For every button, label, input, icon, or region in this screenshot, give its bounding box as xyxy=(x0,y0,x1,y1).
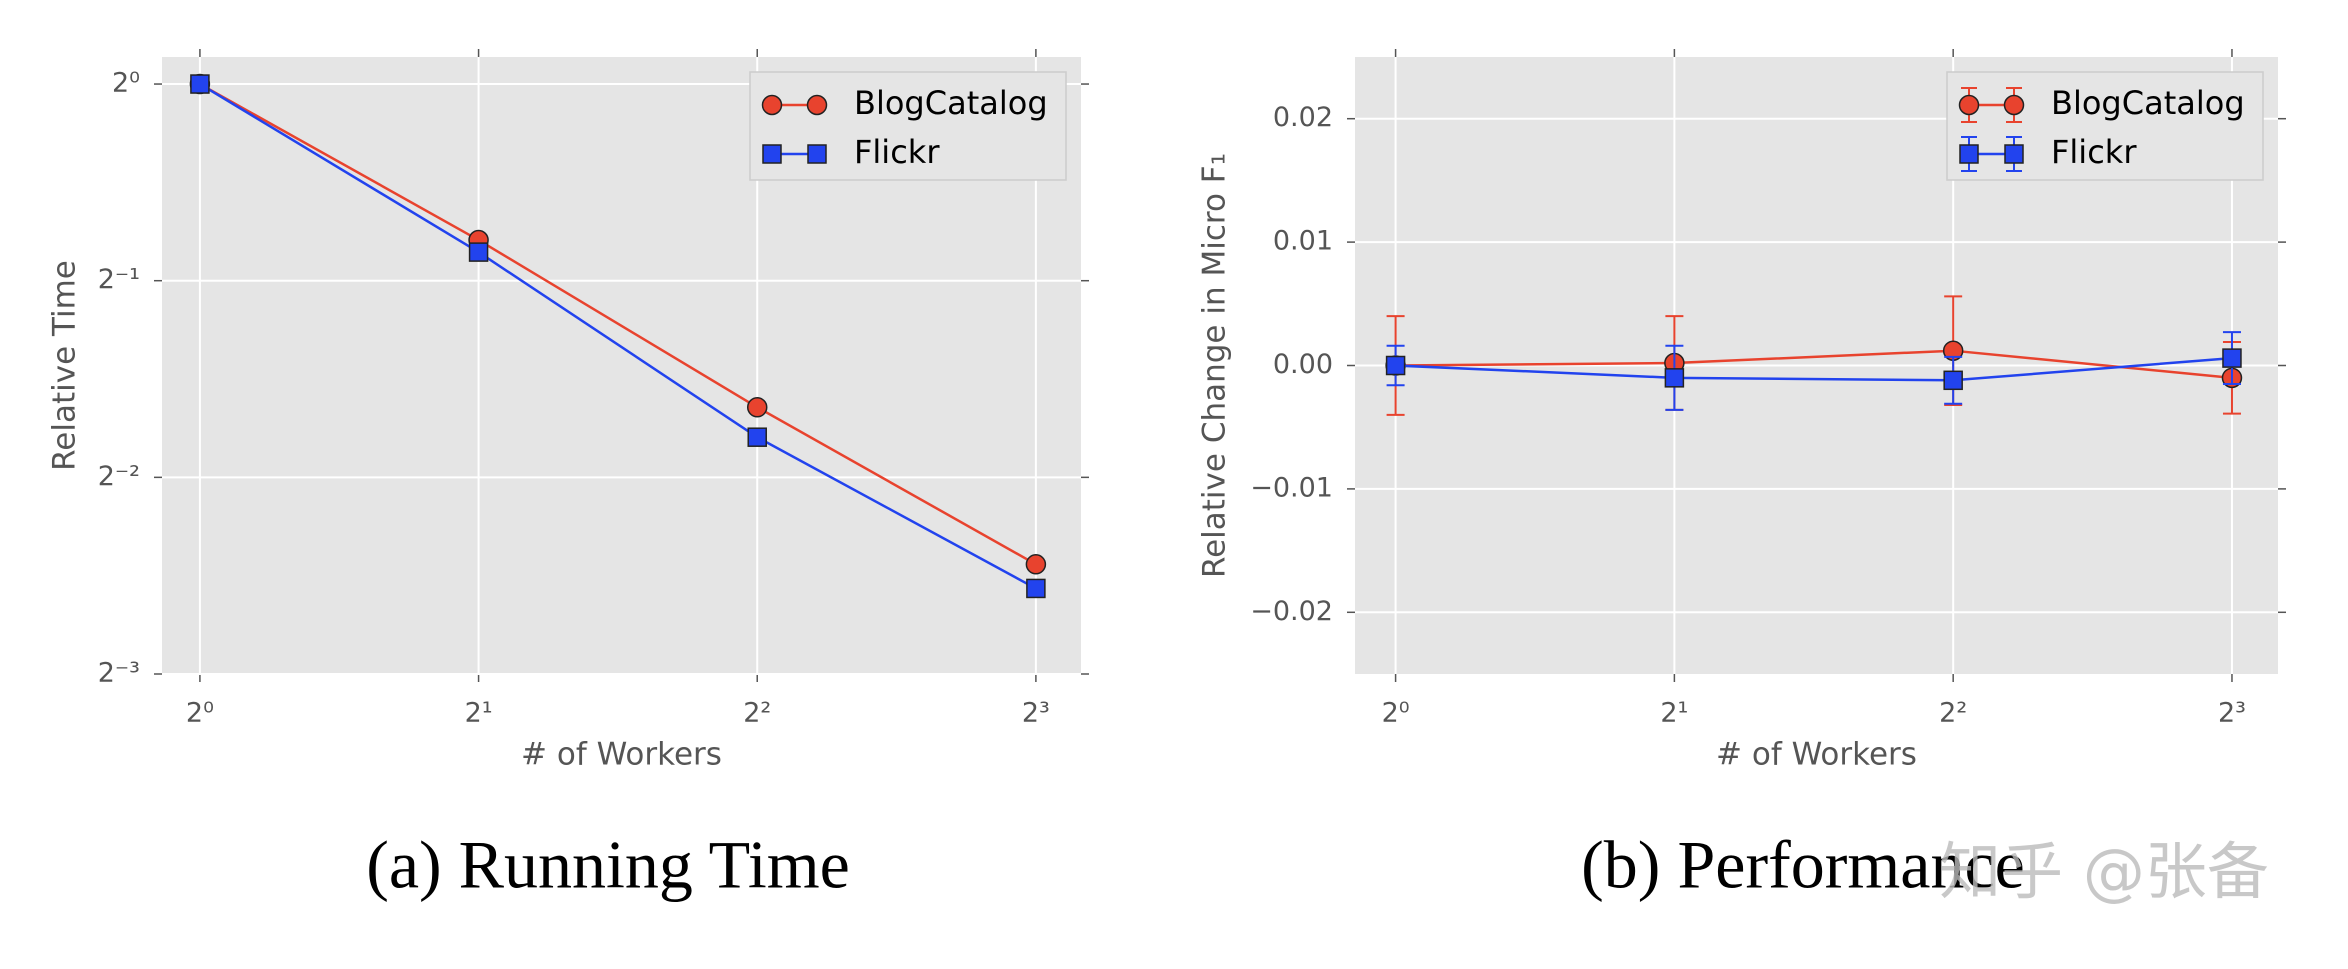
y-tick-label: −0.02 xyxy=(1250,596,1333,627)
y-tick-label: 0.02 xyxy=(1273,102,1333,133)
legend-box xyxy=(749,71,1067,181)
marker xyxy=(747,427,767,447)
legend-marker xyxy=(761,94,783,116)
legend-box xyxy=(1946,71,2264,181)
legend-label: Flickr xyxy=(2051,133,2137,171)
legend-label: Flickr xyxy=(854,133,940,171)
legend-marker xyxy=(1958,94,1980,116)
legend: BlogCatalog Flickr xyxy=(749,71,1067,181)
legend-marker xyxy=(1959,144,1979,164)
x-axis-label: # of Workers xyxy=(521,737,722,773)
legend: BlogCatalog Flickr xyxy=(1946,71,2264,181)
y-tick-label: 2⁰ xyxy=(112,68,140,99)
chart: 2⁰ 2¹ 2² 2³ 2⁰ 2⁻¹ 2⁻² 2⁻³ # of Workers Relative … xyxy=(47,49,1089,903)
y-tick-label: 0.01 xyxy=(1273,226,1333,257)
y-tick-label: 2⁻³ xyxy=(98,658,140,689)
marker xyxy=(746,397,768,418)
x-tick-label: 2³ xyxy=(2218,698,2246,729)
x-axis-label: # of Workers xyxy=(1716,737,1917,773)
legend-marker xyxy=(2004,144,2024,164)
x-tick-label: 2⁰ xyxy=(1382,698,1410,729)
caption: (b) Performance xyxy=(1581,827,2025,903)
y-axis-label: Relative Time xyxy=(47,260,83,471)
marker xyxy=(1385,355,1406,376)
x-tick-label: 2¹ xyxy=(1660,698,1688,729)
y-tick-label: −0.01 xyxy=(1250,472,1333,503)
marker xyxy=(1943,370,1963,391)
marker xyxy=(1026,578,1046,599)
marker xyxy=(190,74,210,94)
x-tick-label: 2² xyxy=(743,698,771,729)
legend-marker xyxy=(762,144,782,164)
y-tick-label: 0.00 xyxy=(1273,349,1333,380)
y-tick-label: 2⁻¹ xyxy=(98,264,140,295)
legend-marker xyxy=(806,94,828,116)
x-tick-label: 2² xyxy=(1939,698,1967,729)
y-axis-label: Relative Change in Micro F₁ xyxy=(1197,153,1233,578)
series-line xyxy=(199,82,1037,566)
marker xyxy=(2222,348,2242,368)
legend-marker xyxy=(807,144,827,164)
chart: 2⁰ 2¹ 2² 2³ 0.02 0.01 0.00 −0.01 −0.02 # of Worke… xyxy=(1197,49,2286,903)
y-tick-label: 2⁻² xyxy=(98,461,140,492)
watermark: 知乎 @张备 xyxy=(1939,835,2269,908)
x-tick-label: 2¹ xyxy=(465,698,493,729)
x-tick-label: 2³ xyxy=(1022,698,1050,729)
marker xyxy=(468,242,489,262)
marker xyxy=(1025,554,1047,575)
legend-label: BlogCatalog xyxy=(2051,84,2245,122)
series-line xyxy=(1395,349,2233,380)
series-line xyxy=(199,82,1037,590)
legend-marker xyxy=(2003,94,2025,116)
marker xyxy=(1664,368,1685,388)
series-line xyxy=(1395,356,2233,382)
x-tick-label: 2⁰ xyxy=(186,698,214,729)
legend-label: BlogCatalog xyxy=(854,84,1048,122)
caption: (a) Running Time xyxy=(366,827,850,903)
